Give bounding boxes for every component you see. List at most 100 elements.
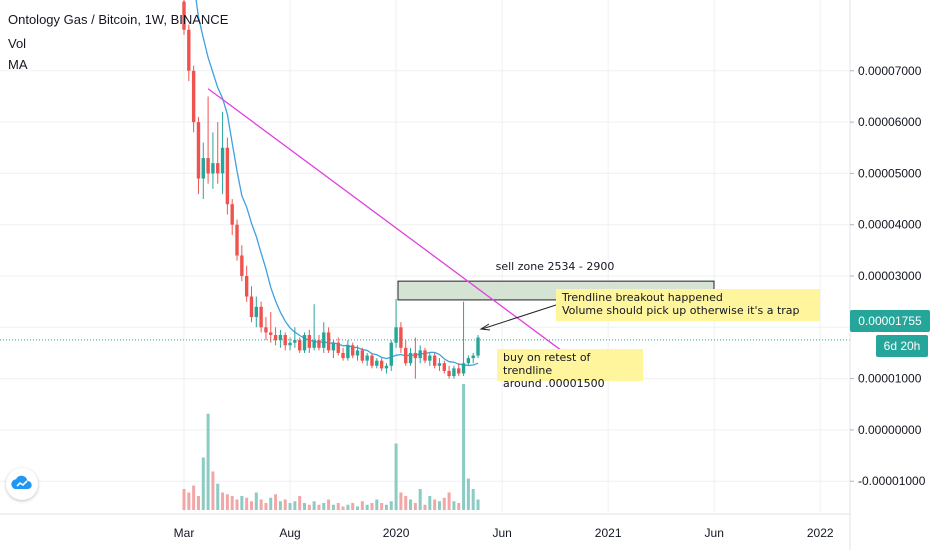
volume-bar <box>221 492 225 510</box>
candle-body <box>307 335 312 348</box>
candle-body <box>182 1 186 30</box>
candle-body <box>240 255 244 277</box>
vol-legend: Vol <box>8 36 27 51</box>
volume-bar <box>423 504 427 510</box>
volume-bar <box>211 471 215 510</box>
breakout-arrowhead <box>479 323 491 331</box>
candle-body <box>389 342 393 366</box>
y-tick-label: 0.00006000 <box>858 115 922 129</box>
candle-body <box>437 363 442 366</box>
candle-body <box>461 363 466 374</box>
y-tick-label: -0.00001000 <box>858 474 926 488</box>
candle-body <box>379 360 384 369</box>
volume-bar <box>230 496 234 510</box>
candle-body <box>211 163 215 174</box>
candle-body <box>360 350 365 361</box>
candle-body <box>191 70 196 123</box>
volume-bar <box>269 497 273 510</box>
volume-bar <box>307 504 311 510</box>
x-tick-label: Aug <box>279 526 300 540</box>
candle-body <box>254 306 258 318</box>
x-tick-label: 2022 <box>807 526 834 540</box>
volume-bar <box>433 499 437 510</box>
candle-body <box>476 337 480 356</box>
volume-bar <box>196 496 200 510</box>
volume-bar <box>428 496 432 510</box>
breakout-note: Trendline breakout happened Volume shoul… <box>556 289 820 321</box>
volume-bar <box>413 503 417 510</box>
volume-bar <box>245 497 249 510</box>
volume-bar <box>418 489 422 510</box>
volume-bar <box>274 494 278 510</box>
breakout-arrow <box>481 304 557 330</box>
volume-bar <box>394 443 398 510</box>
candle-body <box>408 352 413 364</box>
candle-body <box>297 340 302 351</box>
candle-body <box>351 345 355 356</box>
volume-bar <box>182 489 186 510</box>
y-tick-label: 0.00007000 <box>858 64 922 78</box>
candle-body <box>249 296 254 318</box>
volume-bar <box>264 503 268 510</box>
volume-bar <box>312 501 316 510</box>
volume-bar <box>341 506 345 510</box>
breakout-line1: Trendline breakout happened <box>562 291 723 304</box>
candle-body <box>355 350 360 356</box>
candle-body <box>423 350 427 361</box>
x-tick-label: 2020 <box>383 526 410 540</box>
x-tick-label: Mar <box>174 526 195 540</box>
candle-body <box>471 355 475 359</box>
ma-legend: MA <box>8 57 28 72</box>
y-tick-label: 0.00000000 <box>858 423 922 437</box>
candle-body <box>375 360 379 366</box>
volume-bar <box>375 499 379 510</box>
candle-body <box>452 368 456 377</box>
volume-bar <box>254 492 258 510</box>
candle-body <box>273 335 278 341</box>
volume-bar <box>206 413 210 510</box>
volume-bar <box>283 499 287 510</box>
candle-body <box>317 340 321 348</box>
candle-body <box>225 147 230 205</box>
candle-body <box>394 327 398 343</box>
volume-bar <box>462 384 466 510</box>
sell-zone-label: sell zone 2534 - 2900 <box>398 259 712 276</box>
candle-body <box>206 158 210 174</box>
breakout-line2: Volume should pick up otherwise it's a t… <box>562 304 800 317</box>
volume-bar <box>235 499 239 510</box>
candle-body <box>442 363 446 371</box>
volume-bar <box>384 504 388 510</box>
tradingview-logo[interactable] <box>6 468 38 500</box>
x-tick-label: Jun <box>492 526 511 540</box>
candle-body <box>370 355 374 366</box>
volume-bar <box>336 503 340 510</box>
candle-body <box>428 355 432 361</box>
volume-bar <box>201 457 205 510</box>
trendline <box>207 88 572 359</box>
candle-body <box>302 335 307 351</box>
retest-note: buy on retest of trendline around .00001… <box>497 349 643 390</box>
candle-body <box>220 147 225 174</box>
volume-bar <box>331 504 335 510</box>
volume-bar <box>409 499 413 510</box>
volume-bar <box>452 501 456 510</box>
candle-body <box>244 276 249 297</box>
candle-body <box>322 332 326 348</box>
volume-bar <box>346 504 350 510</box>
candle-body <box>447 370 451 377</box>
volume-bar <box>249 501 253 510</box>
bar-timer-badge: 6d 20h <box>876 335 928 357</box>
volume-bar <box>365 504 369 510</box>
candle-body <box>346 345 350 359</box>
candle-body <box>326 332 331 351</box>
volume-bar <box>293 501 297 510</box>
volume-bar <box>192 485 196 510</box>
y-tick-label: 0.00004000 <box>858 218 922 232</box>
symbol-title: Ontology Gas / Bitcoin, 1W, BINANCE <box>8 12 229 27</box>
volume-bar <box>278 501 282 510</box>
candle-body <box>413 352 418 359</box>
last-price-badge: 0.00001755 <box>850 310 930 332</box>
volume-bar <box>216 483 220 510</box>
x-tick-label: 2021 <box>595 526 622 540</box>
volume-bar <box>317 504 321 510</box>
